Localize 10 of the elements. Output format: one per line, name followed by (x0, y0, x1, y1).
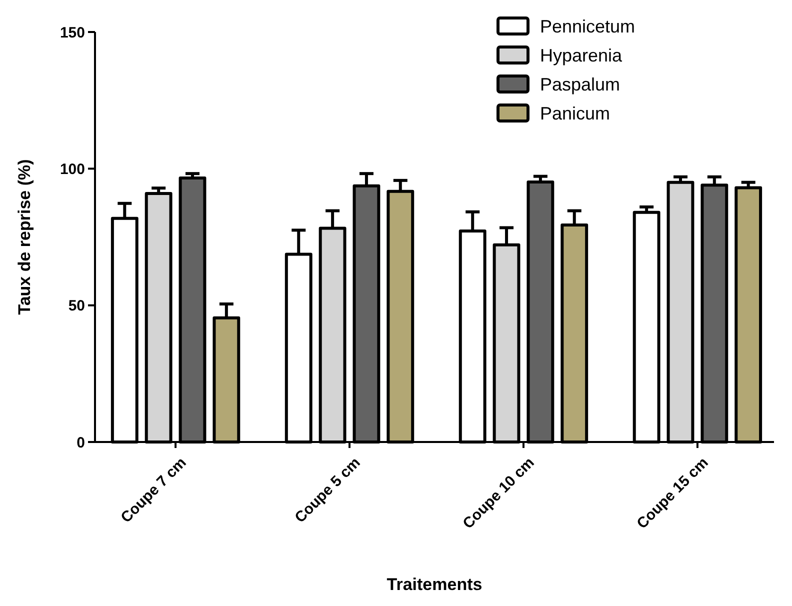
y-tick-label: 150 (60, 24, 85, 42)
y-tick-label: 50 (68, 298, 85, 315)
x-axis-title: Traitements (386, 575, 482, 594)
y-tick-label: 0 (76, 434, 85, 452)
legend-label: Pennicetum (540, 16, 636, 36)
legend-label: Hyparenia (540, 45, 624, 66)
legend-label: Paspalum (540, 74, 620, 94)
legend-label: Panicum (540, 103, 610, 124)
y-axis-title: Taux de reprise (%) (15, 159, 34, 315)
y-tick-label: 100 (60, 160, 85, 178)
